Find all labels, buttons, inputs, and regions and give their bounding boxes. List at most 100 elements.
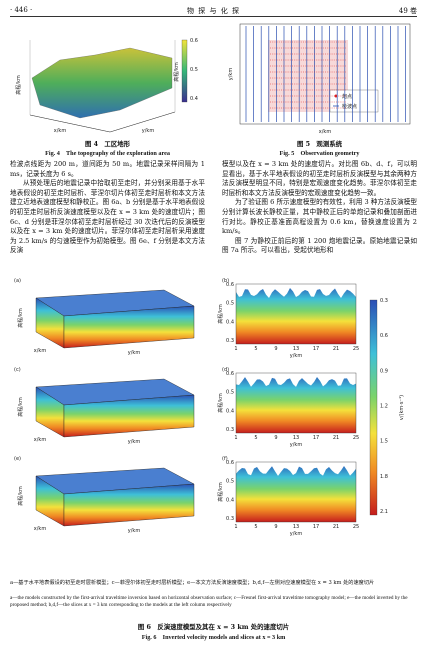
colorbar-label: v/(km·s⁻¹) xyxy=(399,395,405,420)
panel-label: (f) xyxy=(222,456,228,462)
x-tick-label: 9 xyxy=(274,346,277,352)
caption: 图 5 观测系统 xyxy=(296,140,342,148)
x-tick-label: 1 xyxy=(234,346,237,352)
axis-label: 高程/km xyxy=(17,308,24,328)
x-tick-label: 13 xyxy=(293,346,299,352)
paragraph: 模型以及在 x = 3 km 处的速度切片。对比图 6b、d、f，可以明显看出，… xyxy=(222,160,417,197)
colorbar-tick-label: 1.2 xyxy=(380,404,388,410)
panel-label: (d) xyxy=(222,367,229,373)
colorbar-tick-label: 0.6 xyxy=(190,38,198,44)
y-tick-label: 0.4 xyxy=(226,319,234,325)
x-tick-label: 5 xyxy=(254,524,257,530)
legend-entry: 炮点 xyxy=(342,93,352,100)
x-tick-label: 17 xyxy=(313,524,319,530)
x-tick-label: 21 xyxy=(333,435,339,441)
panel-label: (a) xyxy=(14,278,21,284)
y-tick-label: 0.4 xyxy=(226,408,234,414)
fig6: (a)高程/kmx/km y/km(b)0.60.50.40.31 5 9 13 17 21… xyxy=(14,278,405,537)
axis-label: y/km xyxy=(290,442,303,448)
paragraph: 为了验证图 6 所示速度模型的有效性，利用 3 种方法反演模型分别计算长波长静校… xyxy=(222,198,417,236)
x-tick-label: 13 xyxy=(293,524,299,530)
x-tick-label: 13 xyxy=(293,435,299,441)
fig5: 炮点 检波点 x/km y/km xyxy=(228,23,411,135)
colorbar-tick-label: 0.4 xyxy=(190,96,198,102)
axis-label: x/km xyxy=(54,128,67,134)
axis-label: y/km xyxy=(290,353,303,359)
legend-entry: 检波点 xyxy=(342,103,357,110)
figure-note: a—基于水平地表假设的初至走时层析模型；c—菲涅尔体初至走时层析模型；e—本文方… xyxy=(10,580,375,586)
x-tick-label: 1 xyxy=(234,435,237,441)
x-tick-label: 21 xyxy=(333,346,339,352)
volume: 49 卷 xyxy=(398,7,417,15)
axis-label: x/km xyxy=(319,129,332,135)
left-column: 检波点线距为 200 m，道间距为 50 m。地震记录采样间隔为 1 ms，记录… xyxy=(10,160,205,256)
colorbar-tick-label: 0.6 xyxy=(380,333,388,339)
fig4: 高程/km x/km y/km 高程/km 0.6 0.5 0.4 xyxy=(15,38,198,134)
slice-air xyxy=(236,373,356,387)
axis-label: 高程/km xyxy=(17,486,24,506)
axis-label: 高程/km xyxy=(217,482,224,502)
colorbar-label: 高程/km xyxy=(173,62,180,82)
y-tick-label: 0.5 xyxy=(226,390,234,396)
colorbar-tick-label: 0.3 xyxy=(380,298,388,304)
axis-label: y/km xyxy=(128,439,141,445)
x-tick-label: 5 xyxy=(254,435,257,441)
colorbar-tick-label: 0.5 xyxy=(190,67,198,73)
page-number: · 446 · xyxy=(10,6,33,14)
x-tick-label: 17 xyxy=(313,435,319,441)
axis-label: x/km xyxy=(34,348,47,354)
slice-frame xyxy=(235,283,357,345)
slice-air xyxy=(236,462,356,476)
x-tick-label: 25 xyxy=(353,435,359,441)
right-column: 模型以及在 x = 3 km 处的速度切片。对比图 6b、d、f，可以明显看出，… xyxy=(222,160,417,256)
model-side xyxy=(63,483,195,527)
y-tick-label: 0.5 xyxy=(226,301,234,307)
axis-label: 高程/km xyxy=(17,397,24,417)
caption-en: Fig. 6 Inverted velocity models and slic… xyxy=(141,634,286,641)
slice-frame xyxy=(235,461,357,523)
x-tick-label: 21 xyxy=(333,524,339,530)
y-tick-label: 0.3 xyxy=(226,338,234,344)
y-tick-label: 0.6 xyxy=(226,282,234,288)
panel-label: (c) xyxy=(14,367,21,373)
y-tick-label: 0.3 xyxy=(226,427,234,433)
axis-label: 高程/km xyxy=(15,75,22,95)
paragraph: 从预处理后的地震记录中拾取初至走时，并分别采用基于水平地表假设的初至走时层析、菲… xyxy=(10,179,205,255)
axis-label: y/km xyxy=(142,128,155,134)
colorbar-tick-label: 1.5 xyxy=(380,439,388,445)
axis-label: y/km xyxy=(128,528,141,534)
colorbar-tick-label: 0.9 xyxy=(380,368,388,374)
header-rule xyxy=(10,16,417,17)
slice-frame xyxy=(235,372,357,434)
model-side xyxy=(63,305,195,349)
colorbar xyxy=(369,299,378,516)
slice-air xyxy=(236,284,356,298)
axis-label: y/km xyxy=(228,68,234,81)
journal-title: 物 探 与 化 探 xyxy=(187,7,240,15)
y-tick-label: 0.6 xyxy=(226,460,234,466)
y-tick-label: 0.4 xyxy=(226,497,234,503)
x-tick-label: 1 xyxy=(234,524,237,530)
axis-label: x/km xyxy=(34,526,47,532)
axis-label: y/km xyxy=(290,531,303,537)
y-tick-label: 0.3 xyxy=(226,516,234,522)
model-side xyxy=(63,394,195,438)
panel-label: (b) xyxy=(222,278,229,284)
colorbar-tick-label: 1.8 xyxy=(380,474,388,480)
axis-label: 高程/km xyxy=(217,304,224,324)
caption: 图 6 反演速度模型及其在 x = 3 km 处的速度切片 xyxy=(137,623,290,631)
y-tick-label: 0.6 xyxy=(226,371,234,377)
panel-label: (e) xyxy=(14,456,21,462)
colorbar-tick-label: 2.1 xyxy=(380,509,388,515)
y-tick-label: 0.5 xyxy=(226,479,234,485)
caption-en: Fig. 5 Observation geometry xyxy=(279,150,360,157)
caption: 图 4 工区地形 xyxy=(84,140,130,148)
axis-label: y/km xyxy=(128,350,141,356)
paragraph: 检波点线距为 200 m，道间距为 50 m。地震记录采样间隔为 1 ms，记录… xyxy=(10,160,205,178)
x-tick-label: 17 xyxy=(313,346,319,352)
x-tick-label: 9 xyxy=(274,435,277,441)
x-tick-label: 25 xyxy=(353,346,359,352)
x-tick-label: 5 xyxy=(254,346,257,352)
axis-label: x/km xyxy=(34,437,47,443)
